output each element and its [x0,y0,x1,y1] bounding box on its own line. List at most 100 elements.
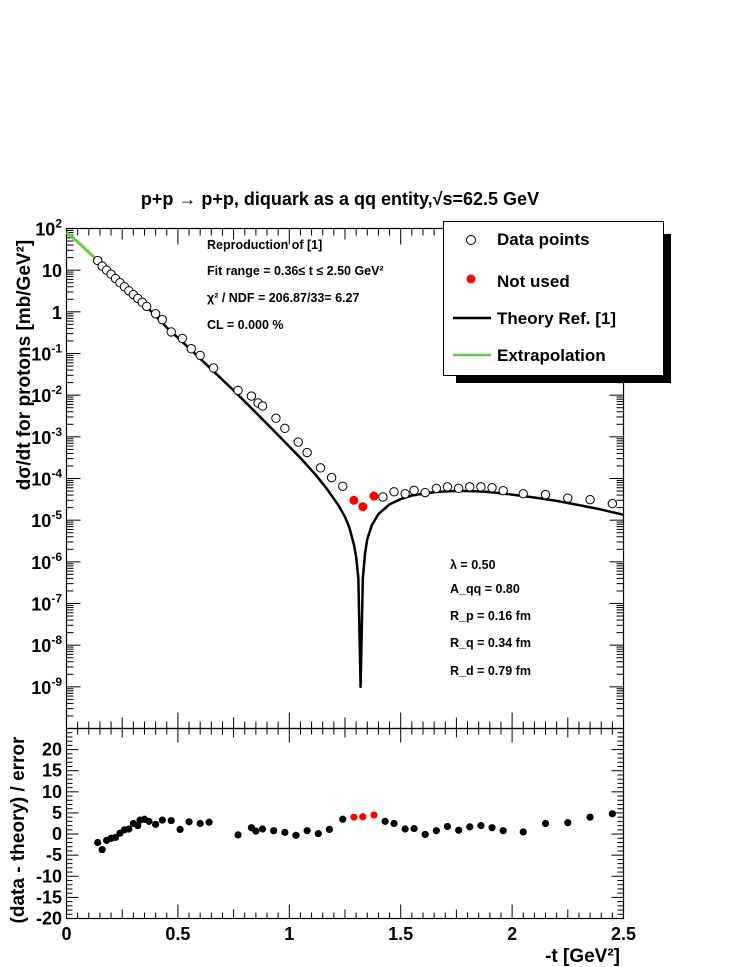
top-y-tick-label: 10-8 [31,633,62,656]
legend-label-theory: Theory Ref. [1] [497,309,616,328]
residual-point [466,823,474,831]
param-aqq: A_qq = 0.80 [450,582,520,596]
data-point [378,492,388,502]
fit-info: Reproduction of [1] Fit range = 0.36≤ t … [207,238,384,332]
data-point [208,363,219,373]
residual-not-used-point [359,813,367,821]
data-point [195,350,205,361]
data-point [487,483,497,493]
top-y-tick-label: 10 [42,261,62,281]
data-point [186,344,196,354]
top-y-tick-label: 10-9 [31,675,62,698]
residual-point [98,846,106,854]
residual-point [167,816,175,825]
legend-label-not-used: Not used [497,272,570,291]
data-point [389,487,399,497]
legend: Data points Not used Theory Ref. [1] Ext… [443,221,671,383]
data-point [302,447,312,458]
data-point [326,472,337,483]
top-y-tick-label: 10-6 [31,550,62,573]
param-rp: R_p = 0.16 fm [450,609,531,623]
residual-point [432,827,440,835]
residual-point [443,822,452,831]
x-tick-label: 0.5 [165,924,190,944]
residual-point [145,817,153,825]
top-y-tick-label: 102 [35,217,62,240]
data-point [465,482,475,492]
data-point [280,423,290,434]
residual-point [519,828,527,836]
legend-label-data-points: Data points [497,230,590,249]
residual-point [541,819,550,828]
residual-point [421,830,429,839]
x-tick-label: 2 [507,924,517,944]
top-y-tick-label: 10-1 [31,342,62,365]
residual-not-used-point [350,813,358,821]
residual-point [608,810,616,818]
data-point [315,463,326,473]
chart-title: p+p → p+p, diquark as a qq entity,√s=62.… [141,189,539,209]
residual-points [94,810,616,854]
residual-point [292,831,300,839]
x-tick-label: 1.5 [388,924,413,944]
residual-y-tick-label: 5 [52,803,62,823]
residual-y-tick-label: 10 [42,782,62,802]
data-point [233,385,243,396]
top-y-axis-label: dσ/dt for protons [mb/GeV²] [14,240,35,490]
top-y-tick-label: 10-7 [31,592,62,615]
residual-point [152,820,160,828]
not-used-point [369,491,379,501]
residual-point [564,819,572,827]
param-rq: R_q = 0.34 fm [450,636,531,650]
residual-point [176,825,184,834]
data-point [257,401,268,411]
data-point [150,309,161,319]
fit-info-line3: χ² / NDF = 206.87/33= 6.27 [207,291,359,305]
legend-label-extrapolation: Extrapolation [497,346,606,365]
residual-y-tick-label: 20 [42,740,62,760]
model-params: λ = 0.50 A_qq = 0.80 R_p = 0.16 fm R_q =… [450,558,531,678]
residual-y-tick-label: -5 [46,845,62,865]
not-used-point [349,495,359,505]
x-tick-label: 0 [61,924,71,944]
residual-point [125,825,133,833]
residual-point [381,817,389,825]
data-point [271,413,281,423]
data-point [166,327,176,337]
fit-info-line4: CL = 0.000 % [207,318,284,332]
top-y-tick-label: 10-2 [31,383,62,406]
data-point [293,437,303,447]
residual-point [499,827,507,835]
residual-point [410,824,418,833]
residual-point [477,822,485,830]
data-point [157,314,168,325]
data-point [585,494,595,505]
residual-point [258,825,267,833]
residual-y-tick-label: 0 [52,824,62,844]
data-point [246,391,257,401]
residual-not-used-point [370,811,378,819]
residual-point [234,831,242,839]
data-point [518,489,528,499]
x-axis-label: -t [GeV²] [545,946,620,967]
data-point [563,493,573,503]
residual-point [158,816,166,824]
residual-point [94,838,102,847]
residual-point [303,827,311,835]
x-tick-label: 1 [284,924,294,944]
data-point [498,485,508,496]
legend-box [443,221,664,376]
residual-point [134,822,142,830]
theory-curve [145,305,624,689]
top-y-tick-label: 10-5 [31,508,62,531]
data-point [409,485,419,496]
residual-point [252,827,260,835]
residual-y-tick-label: 15 [42,761,62,781]
residual-y-tick-label: -10 [36,866,62,886]
top-y-tick-label: 10-3 [31,425,62,448]
residual-point [196,819,204,828]
legend-marker-not-used [466,274,476,284]
residual-point [314,830,322,838]
